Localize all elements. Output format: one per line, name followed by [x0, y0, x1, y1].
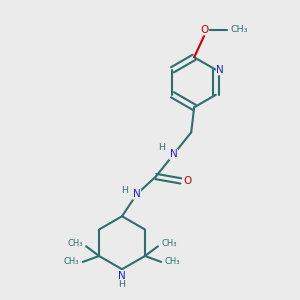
Text: CH₃: CH₃ [67, 239, 83, 248]
Text: H: H [118, 280, 125, 289]
Text: CH₃: CH₃ [165, 257, 180, 266]
Text: CH₃: CH₃ [64, 257, 80, 266]
Text: H: H [121, 186, 128, 195]
Text: O: O [183, 176, 191, 186]
Text: O: O [200, 25, 208, 35]
Text: N: N [133, 189, 141, 199]
Text: CH₃: CH₃ [230, 26, 248, 34]
Text: H: H [158, 143, 165, 152]
Text: N: N [170, 149, 177, 159]
Text: N: N [216, 65, 224, 75]
Text: CH₃: CH₃ [161, 239, 177, 248]
Text: N: N [118, 271, 126, 281]
